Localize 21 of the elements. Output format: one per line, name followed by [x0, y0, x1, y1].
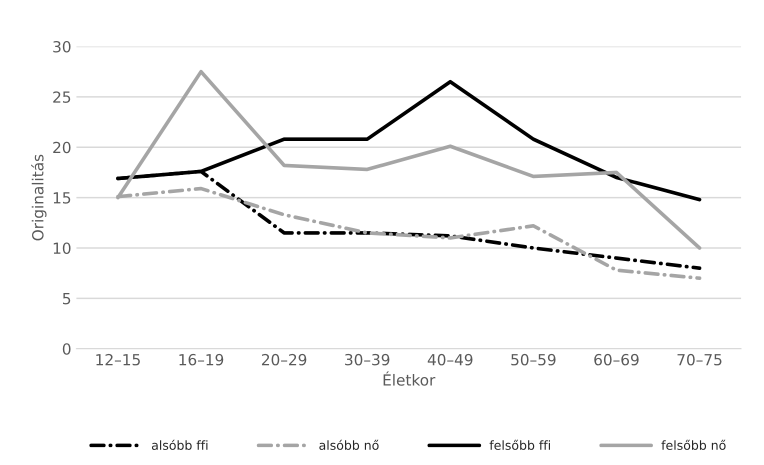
y-tick-label: 25 [53, 91, 70, 103]
y-tick-label: 30 [53, 40, 71, 53]
y-tick-label: 5 [63, 293, 70, 304]
x-tick-label: 70–75 [678, 354, 722, 366]
y-tick-label: 20 [53, 142, 71, 154]
x-tick-label: 40–49 [428, 354, 472, 366]
x-tick-label: 60–69 [594, 354, 639, 366]
x-axis-title: Életkor [384, 371, 436, 386]
x-tick-label: 16–19 [179, 354, 224, 366]
y-axis-title: Originalitás [31, 154, 47, 240]
x-tick-label: 30–39 [345, 354, 390, 366]
y-tick-label: 15 [54, 192, 70, 204]
y-tick-label: 0 [62, 343, 71, 355]
legend-label: alsóbb ffi [152, 440, 208, 450]
legend-label: felsőbb nő [661, 440, 726, 450]
x-tick-label: 50–59 [511, 354, 556, 366]
x-tick-label: 12–15 [96, 354, 140, 366]
x-tick-label: 20–29 [262, 354, 306, 366]
legend-label: alsóbb nő [319, 440, 379, 450]
legend-label: felsőbb ffi [490, 440, 550, 450]
y-tick-label: 10 [54, 242, 71, 254]
